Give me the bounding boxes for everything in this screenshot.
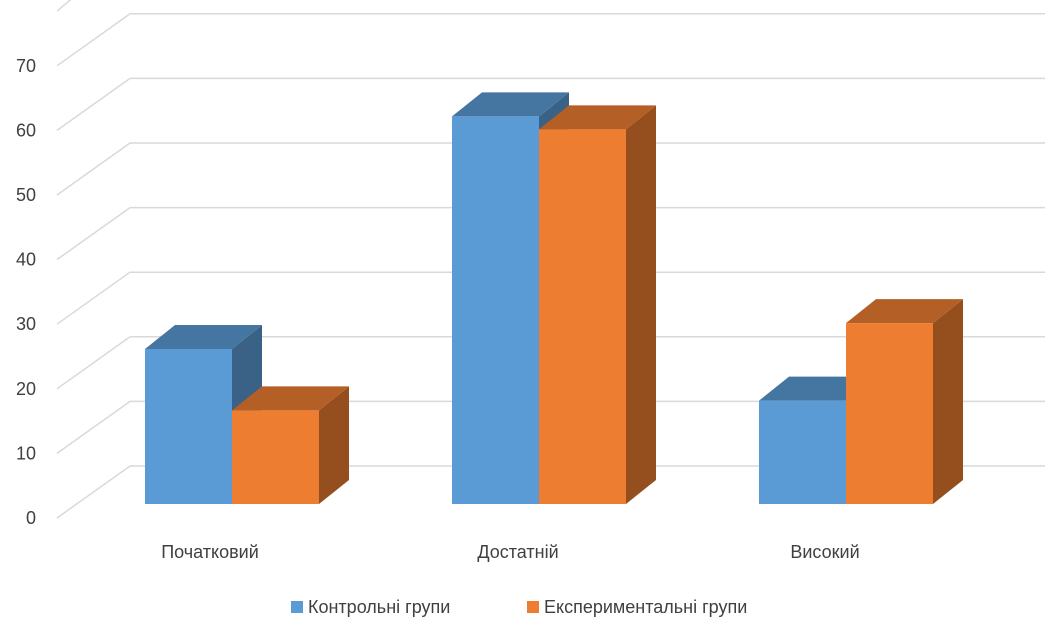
x-category-label: Високий [790,542,859,562]
y-tick-label: 70 [16,56,36,76]
bar [232,410,319,504]
gridline-diagonal [56,336,131,390]
bar [846,323,933,504]
bar-top [846,299,963,324]
bar-top [145,324,262,349]
bar-top [539,105,656,130]
legend-swatch [527,601,539,613]
gridline-diagonal [56,465,131,519]
y-tick-label: 10 [16,443,36,463]
bar-side [626,105,656,504]
y-tick-label: 50 [16,185,36,205]
y-tick-label: 60 [16,120,36,140]
gridline-diagonal [56,0,72,12]
y-tick-label: 40 [16,250,36,270]
bar-side [933,299,963,504]
gridline-diagonal [56,400,131,455]
bar [759,400,846,504]
gridline-diagonal [56,271,131,325]
legend-swatch [291,601,303,613]
bar [145,348,232,504]
x-category-label: Початковий [161,542,259,562]
gridline-diagonal [56,142,131,196]
gridline-diagonal [56,206,131,261]
gridline-diagonal [56,77,131,132]
gridline-diagonal [56,13,131,67]
y-tick-label: 30 [16,314,36,334]
bar-side [319,386,349,504]
y-tick-label: 20 [16,379,36,399]
bar [452,116,539,505]
y-tick-label: 0 [26,508,36,528]
bar-top [232,386,349,411]
bar-top [452,92,569,117]
x-category-label: Достатній [477,542,558,562]
legend-label: Контрольні групи [308,597,450,617]
legend-label: Експериментальні групи [544,597,747,617]
bar [539,129,626,504]
